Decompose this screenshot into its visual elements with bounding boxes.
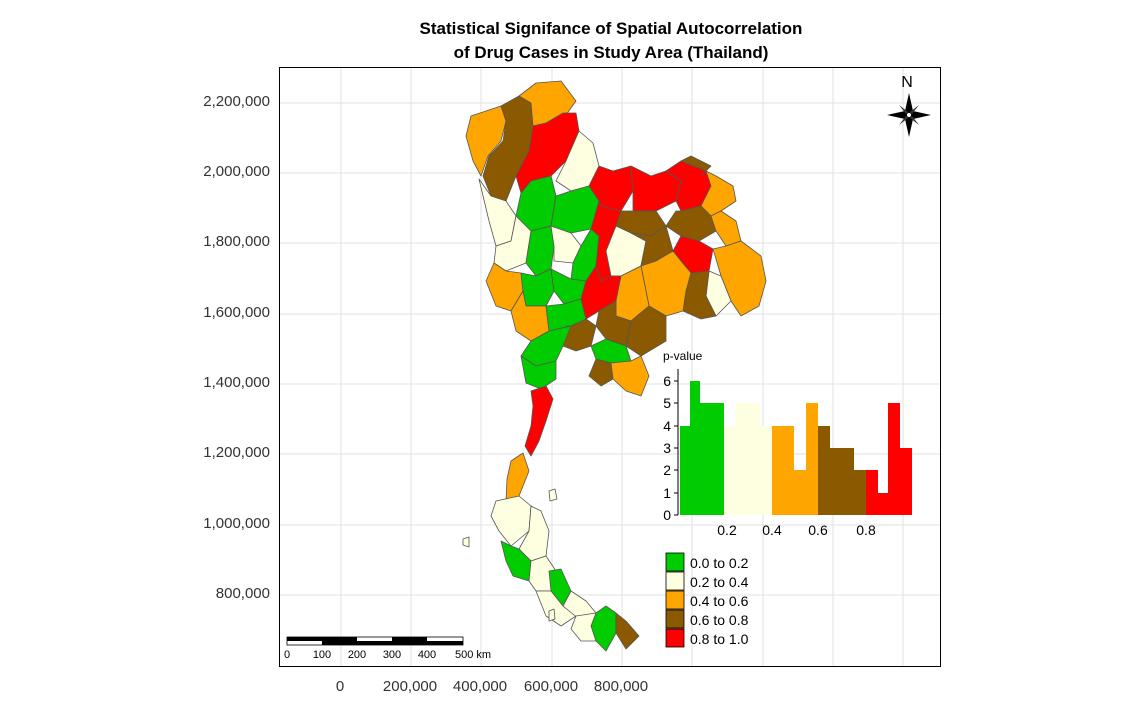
histogram-bar	[806, 403, 818, 515]
legend-swatch	[665, 552, 685, 572]
y-tick-label: 1,000,000	[203, 515, 270, 532]
histogram-x-tick: 0.6	[808, 522, 828, 538]
histogram-y-tick: 5	[663, 395, 671, 411]
histogram-bar	[888, 403, 900, 515]
legend-swatch	[665, 590, 685, 610]
histogram-bar	[724, 426, 736, 515]
histogram-y-tick: 1	[663, 485, 671, 501]
legend-label: 0.2 to 0.4	[690, 574, 749, 590]
histogram-bar	[900, 448, 912, 515]
scale-label: 400	[418, 649, 436, 661]
province	[712, 240, 767, 317]
histogram-y-tick: 3	[663, 440, 671, 456]
legend-label: 0.6 to 0.8	[690, 612, 749, 628]
scale-label: 0	[284, 649, 290, 661]
map-title-line-1: Statistical Signifance of Spatial Autoco…	[419, 19, 803, 38]
histogram-y-tick: 6	[663, 373, 671, 389]
legend-label: 0.0 to 0.2	[690, 555, 749, 571]
province	[588, 358, 614, 387]
y-tick-label: 2,000,000	[203, 163, 270, 180]
histogram-bar	[878, 493, 888, 515]
x-tick-label: 400,000	[452, 678, 508, 695]
island	[548, 608, 556, 622]
province	[595, 300, 632, 347]
island	[462, 536, 470, 548]
scale-bar: 0 100 200 300 400 500 km	[284, 636, 491, 661]
histogram-x-tick: 0.4	[762, 522, 782, 538]
histogram-bar	[818, 426, 830, 515]
north-label: N	[901, 74, 913, 91]
province	[562, 318, 597, 352]
histogram-y-tick: 0	[663, 507, 671, 523]
histogram-inset: p-value	[663, 349, 912, 538]
island	[548, 488, 558, 502]
province	[615, 612, 640, 650]
histogram-bar	[772, 426, 794, 515]
histogram-bar	[680, 426, 690, 515]
y-tick-label: 1,600,000	[203, 304, 270, 321]
map-canvas: N p-value	[280, 68, 940, 666]
province	[524, 385, 554, 457]
province	[610, 355, 650, 397]
histogram-x-tick: 0.2	[717, 522, 737, 538]
province	[710, 210, 742, 247]
north-arrow	[887, 93, 931, 137]
y-tick-label: 1,800,000	[203, 233, 270, 250]
y-tick-label: 2,200,000	[203, 93, 270, 110]
histogram-y-tick: 2	[663, 462, 671, 478]
province-map	[462, 80, 767, 652]
y-tick-label: 1,200,000	[203, 444, 270, 461]
histogram-bar	[854, 470, 866, 515]
x-tick-label: 600,000	[523, 678, 579, 695]
histogram-bar	[830, 448, 854, 515]
legend-swatch	[665, 571, 685, 591]
x-tick-label: 200,000	[382, 678, 438, 695]
province	[505, 452, 530, 502]
x-tick-label: 800,000	[593, 678, 649, 695]
scale-label: 500 km	[455, 649, 491, 661]
histogram-ylabel: p-value	[663, 349, 703, 363]
province	[520, 355, 557, 390]
scale-label: 300	[383, 649, 401, 661]
histogram-bars	[680, 381, 912, 515]
histogram-bar	[794, 470, 806, 515]
province	[490, 495, 532, 547]
x-tick-label: 0	[335, 678, 345, 695]
map-frame: N p-value	[279, 67, 941, 667]
histogram-bar	[700, 403, 724, 515]
y-tick-label: 1,400,000	[203, 374, 270, 391]
scale-label: 100	[313, 649, 331, 661]
legend-swatch	[665, 609, 685, 629]
histogram-bar	[760, 426, 772, 515]
histogram-bar	[866, 470, 878, 515]
legend-swatch	[665, 628, 685, 648]
legend: 0.0 to 0.2 0.2 to 0.4 0.4 to 0.6 0.6 to …	[665, 552, 749, 648]
histogram-x-tick: 0.8	[856, 522, 876, 538]
histogram-bar	[690, 381, 700, 515]
histogram-y-tick: 4	[663, 418, 671, 434]
scale-label: 200	[348, 649, 366, 661]
map-title-line-2: of Drug Cases in Study Area (Thailand)	[453, 43, 769, 62]
province	[570, 612, 597, 642]
province	[580, 265, 622, 320]
legend-label: 0.8 to 1.0	[690, 631, 749, 647]
histogram-bar	[736, 403, 760, 515]
y-tick-label: 800,000	[215, 585, 270, 602]
legend-label: 0.4 to 0.6	[690, 593, 749, 609]
